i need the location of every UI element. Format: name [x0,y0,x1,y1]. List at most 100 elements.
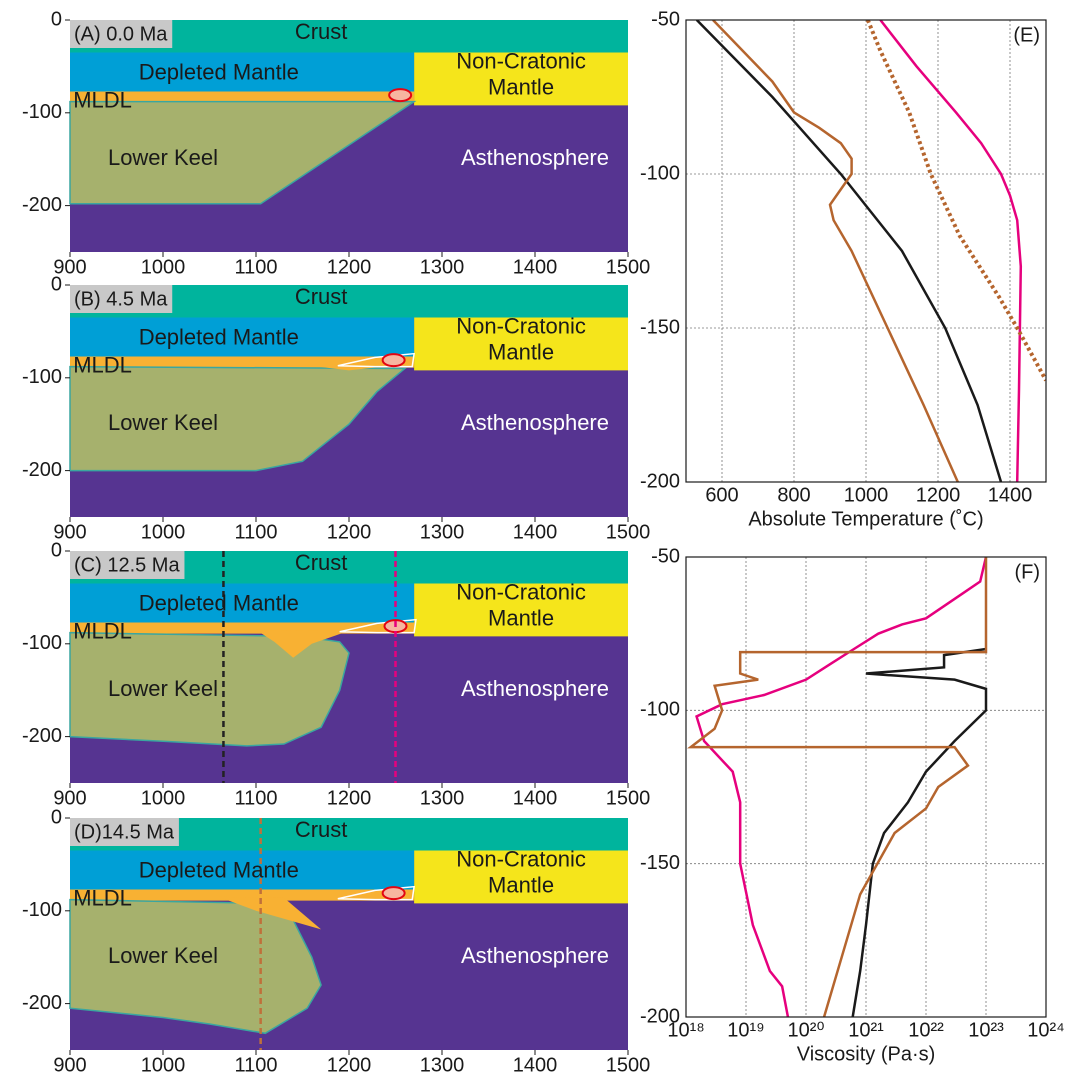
panel-title: (F) [1014,561,1040,583]
region-label: Depleted Mantle [139,60,299,85]
x-tick-label: 1000 [844,484,889,506]
region-label: Non-Cratonic [456,49,586,74]
y-tick-label: 0 [51,8,62,30]
x-tick-label: 1200 [916,484,961,506]
x-axis-title: Absolute Temperature (˚C) [748,508,983,530]
x-tick-label: 10²¹ [848,1019,884,1041]
y-tick-label: 0 [51,806,62,828]
region-label: MLDL [73,885,132,910]
y-tick-label: -100 [22,101,62,123]
x-tick-label: 1500 [606,1054,651,1076]
region-label: Non-Cratonic [456,314,586,339]
y-tick-label: -200 [22,194,62,216]
x-tick-label: 10²⁴ [1027,1019,1065,1041]
panel-title: (B) 4.5 Ma [74,288,168,310]
region-label: Crust [295,284,348,309]
region-label: Depleted Mantle [139,325,299,350]
y-tick-label: -50 [651,8,680,30]
region-label: Non-Cratonic [456,847,586,872]
x-tick-label: 1000 [141,256,186,278]
y-tick-label: -200 [22,725,62,747]
region-label: Mantle [488,339,554,364]
region-label: Mantle [488,605,554,630]
x-tick-label: 1500 [606,787,651,809]
y-tick-label: -100 [22,632,62,654]
region-label: Lower Keel [108,145,218,170]
y-tick-label: -100 [640,699,680,721]
x-tick-label: 1200 [327,521,372,543]
region-label: Lower Keel [108,410,218,435]
x-tick-label: 1100 [234,1054,277,1076]
region-label: Non-Cratonic [456,580,586,605]
region-label: Mantle [488,872,554,897]
x-tick-label: 1500 [606,521,651,543]
region-label: Depleted Mantle [139,858,299,883]
profile-curve [697,557,986,1017]
y-tick-label: 0 [51,539,62,561]
x-tick-label: 1100 [234,256,277,278]
region-label: Mantle [488,74,554,99]
region-label: Asthenosphere [461,145,609,170]
x-tick-label: 1400 [513,256,558,278]
region-label: Crust [295,817,348,842]
panel-title: (E) [1013,24,1040,46]
region-label: Crust [295,19,348,44]
region-label: Asthenosphere [461,676,609,701]
panel-title: (C) 12.5 Ma [74,554,180,576]
region-label: Crust [295,550,348,575]
y-tick-label: -150 [640,316,680,338]
region-label: Lower Keel [108,943,218,968]
profile-curve [853,649,986,1017]
figure: CrustDepleted MantleNon-CratonicMantleML… [0,0,1086,1079]
melt-zone [383,887,405,899]
y-tick-label: -200 [22,459,62,481]
x-tick-label: 900 [53,1054,86,1076]
region-label: Lower Keel [108,676,218,701]
region-label: Depleted Mantle [139,591,299,616]
page: CrustDepleted MantleNon-CratonicMantleML… [0,0,1086,1084]
x-tick-label: 1200 [327,787,372,809]
y-tick-label: -50 [651,545,680,567]
x-tick-label: 1000 [141,787,186,809]
profile-curve [691,557,986,1017]
x-tick-label: 1400 [513,787,558,809]
x-tick-label: 1400 [513,1054,558,1076]
panel-title: (A) 0.0 Ma [74,23,168,45]
x-tick-label: 1300 [420,521,465,543]
region-label: MLDL [73,87,132,112]
y-tick-label: 0 [51,273,62,295]
x-tick-label: 1300 [420,1054,465,1076]
y-tick-label: -100 [640,162,680,184]
x-tick-label: 10²² [908,1019,944,1041]
x-tick-label: 1300 [420,787,465,809]
y-tick-label: -200 [640,470,680,492]
y-tick-label: -100 [22,366,62,388]
x-tick-label: 10²³ [968,1019,1004,1041]
region-label: Asthenosphere [461,943,609,968]
x-tick-label: 10²⁰ [788,1019,825,1041]
x-tick-label: 1100 [234,787,277,809]
x-tick-label: 1300 [420,256,465,278]
region-label: Asthenosphere [461,410,609,435]
x-tick-label: 1200 [327,1054,372,1076]
x-tick-label: 1500 [606,256,651,278]
x-tick-label: 1200 [327,256,372,278]
x-tick-label: 1400 [513,521,558,543]
x-tick-label: 1100 [234,521,277,543]
x-tick-label: 1400 [988,484,1033,506]
panel-title: (D)14.5 Ma [74,821,175,843]
y-tick-label: -150 [640,852,680,874]
x-tick-label: 800 [777,484,810,506]
region-label: MLDL [73,618,132,643]
melt-zone [389,89,411,101]
x-tick-label: 1000 [141,1054,186,1076]
melt-zone [383,354,405,366]
x-tick-label: 600 [705,484,738,506]
x-tick-label: 10¹⁹ [727,1019,764,1041]
x-tick-label: 1000 [141,521,186,543]
y-tick-label: -200 [22,992,62,1014]
x-axis-title: Viscosity (Pa·s) [797,1043,936,1065]
region-label: MLDL [73,352,132,377]
y-tick-label: -200 [640,1005,680,1027]
profile-curve [713,20,958,482]
